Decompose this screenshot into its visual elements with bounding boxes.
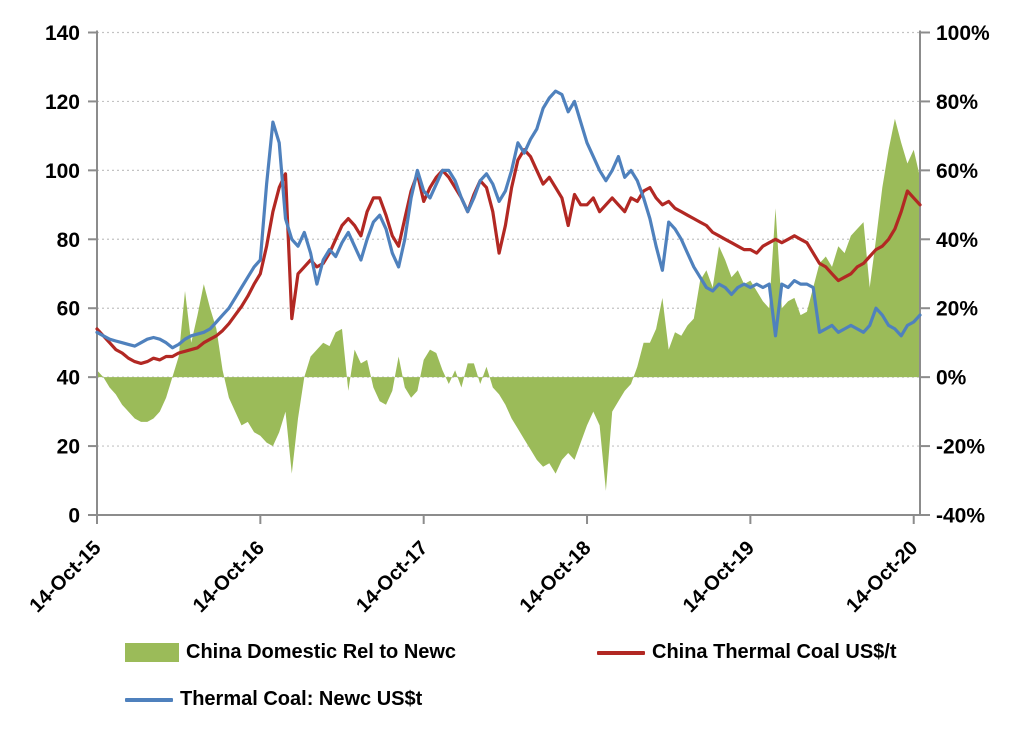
left-axis-label: 0: [68, 505, 80, 528]
area-swatch-icon: [125, 643, 179, 662]
x-axis-label: 14-Oct-17: [352, 537, 432, 617]
right-axis-label: 40%: [936, 229, 978, 252]
x-axis-label: 14-Oct-16: [189, 537, 269, 617]
left-axis-label: 40: [57, 367, 80, 390]
legend-item-domestic-premium: China Domestic Rel to Newc: [125, 641, 597, 664]
domestic-premium-area: [97, 118, 920, 491]
left-axis-label: 120: [45, 91, 80, 114]
china-thermal-coal-line: [95, 148, 922, 365]
legend-row-1: China Domestic Rel to Newc China Thermal…: [125, 641, 955, 664]
right-axis-label: -20%: [936, 436, 985, 459]
legend-item-china-thermal: China Thermal Coal US$/t: [597, 641, 955, 664]
newcastle-thermal-coal-line: [95, 89, 922, 350]
x-axis-label: 14-Oct-15: [26, 537, 106, 617]
legend-label: Thermal Coal: Newc US$t: [180, 688, 423, 710]
blue-line-swatch-icon: [125, 697, 173, 702]
legend-row-2: Thermal Coal: Newc US$t: [125, 688, 955, 711]
x-axis-label: 14-Oct-18: [516, 537, 596, 617]
legend-label: China Thermal Coal US$/t: [652, 641, 897, 663]
left-axis-label: 20: [57, 436, 80, 459]
right-axis-label: 20%: [936, 298, 978, 321]
chart-canvas: 0 20 40 60 80 100 120 140 -40% -20% 0% 20% 40% 60% 80%…: [26, 22, 991, 617]
right-axis-label: 0%: [936, 367, 967, 390]
right-axis-label: 60%: [936, 160, 978, 183]
left-axis-label: 100: [45, 160, 80, 183]
left-axis-label: 80: [57, 229, 80, 252]
left-axis-label: 60: [57, 298, 80, 321]
red-line-swatch-icon: [597, 650, 645, 655]
right-axis-label: 80%: [936, 91, 978, 114]
right-axis-label: 100%: [936, 22, 990, 45]
x-axis-label: 14-Oct-19: [679, 537, 759, 617]
legend-item-newc-thermal: Thermal Coal: Newc US$t: [125, 688, 597, 711]
x-axis-label: 14-Oct-20: [842, 537, 922, 617]
legend-label: China Domestic Rel to Newc: [186, 641, 457, 663]
right-axis-label: -40%: [936, 505, 985, 528]
left-axis-label: 140: [45, 22, 80, 45]
chart-legend: China Domestic Rel to Newc China Thermal…: [125, 641, 955, 735]
